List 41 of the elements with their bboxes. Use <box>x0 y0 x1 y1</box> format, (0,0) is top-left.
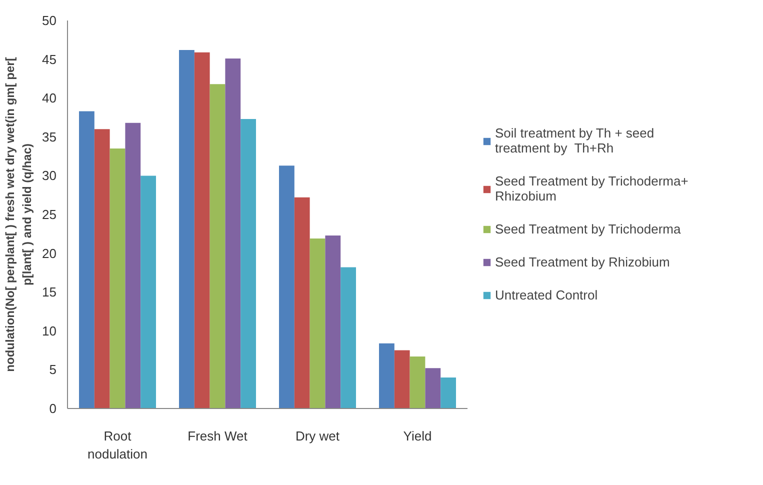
y-axis-title: nodulation(No[ perplant[ ) fresh wet dry wet(in gm[ per[ p[lant[ ) and yield (q/hac) <box>3 57 34 372</box>
bar <box>379 343 394 408</box>
bar <box>179 50 194 408</box>
y-tick-label: 15 <box>42 284 57 300</box>
bar <box>225 58 241 408</box>
legend-label: Untreated Control <box>495 288 598 302</box>
y-tick-label: 25 <box>42 207 57 222</box>
bar <box>140 176 156 408</box>
y-tick-label: 5 <box>49 362 57 378</box>
legend-label: Seed Treatment by Trichoderma+ Rhizobium <box>495 174 688 204</box>
x-tick-label: Yield <box>403 428 432 444</box>
bar <box>110 148 126 408</box>
bar <box>279 166 294 408</box>
bar <box>210 84 226 408</box>
x-tick-label: Fresh Wet <box>188 428 248 444</box>
bar <box>294 197 310 408</box>
legend-label: Seed Treatment by Rhizobium <box>495 254 670 270</box>
x-tick-label: Dry wet <box>295 428 340 444</box>
legend-label: Seed Treatment by Trichoderma <box>495 222 681 236</box>
y-tick-label: 50 <box>42 13 57 28</box>
y-tick-label: 10 <box>42 323 57 338</box>
bar <box>310 238 326 408</box>
bar <box>79 111 94 408</box>
bar <box>125 122 141 408</box>
y-tick-label: 30 <box>42 168 57 184</box>
bar <box>194 52 210 408</box>
y-tick-label: 35 <box>42 129 57 144</box>
y-tick-label: 20 <box>42 246 57 261</box>
y-tick-label: 45 <box>42 52 57 67</box>
x-tick-label: Root nodulation <box>88 428 148 462</box>
bar <box>410 356 426 408</box>
bar <box>440 377 456 408</box>
bar <box>325 235 341 408</box>
bar <box>425 368 441 408</box>
bar <box>94 129 110 408</box>
y-tick-label: 0 <box>49 401 57 416</box>
y-tick-label: 40 <box>42 90 57 106</box>
legend-label: Soil treatment by Th + seed treatment by Th+Rh <box>495 126 654 156</box>
bar <box>394 350 410 408</box>
bar <box>240 119 256 408</box>
bar <box>340 267 356 408</box>
